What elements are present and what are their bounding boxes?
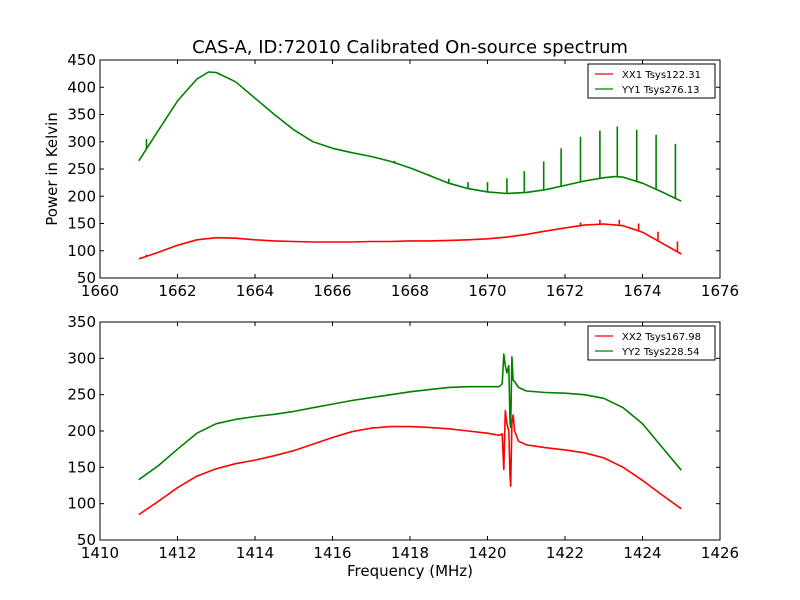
bottom-plot-ticks: 1410 1412 1414 1416 1418 1420 1422 1424 1426 50 10… <box>67 313 739 562</box>
top-x-tick-label: 1662 <box>158 282 196 300</box>
top-subplot: 1660 1662 1664 1666 1668 1670 1672 1674 1676 50 10… <box>43 51 739 300</box>
top-plot-ticks: 1660 1662 1664 1666 1668 1670 1672 1674 1676 50 10… <box>67 51 739 300</box>
chart-title: CAS-A, ID:72010 Calibrated On-source spe… <box>192 37 628 58</box>
top-y-tick-label: 300 <box>67 133 96 151</box>
top-x-tick-label: 1668 <box>391 282 429 300</box>
top-y-tick-label: 50 <box>77 269 96 287</box>
bottom-x-tick-label: 1416 <box>313 544 351 562</box>
top-y-tick-label: 250 <box>67 160 96 178</box>
bottom-x-axis-label: Frequency (MHz) <box>347 562 473 580</box>
bottom-legend-label-yy2: YY2 Tsys228.54 <box>621 347 700 358</box>
bottom-x-tick-label: 1420 <box>468 544 506 562</box>
top-x-tick-label: 1676 <box>701 282 739 300</box>
top-x-tick-label: 1660 <box>81 282 119 300</box>
top-x-tick-label: 1664 <box>236 282 274 300</box>
bottom-y-tick-label: 300 <box>67 349 96 367</box>
top-plot-lines <box>138 71 682 260</box>
top-series-yy1-line <box>138 71 682 202</box>
bottom-x-tick-label: 1418 <box>391 544 429 562</box>
bottom-x-tick-label: 1410 <box>81 544 119 562</box>
bottom-legend-box <box>587 325 716 361</box>
top-y-tick-label: 100 <box>67 242 96 260</box>
bottom-legend-label-xx2: XX2 Tsys167.98 <box>622 332 701 343</box>
top-series-xx1-line <box>138 223 682 260</box>
top-x-tick-label: 1674 <box>623 282 661 300</box>
top-legend-label-xx1: XX1 Tsys122.31 <box>622 70 701 81</box>
bottom-x-tick-label: 1412 <box>158 544 196 562</box>
bottom-legend: XX2 Tsys167.98 YY2 Tsys228.54 <box>587 325 716 361</box>
bottom-y-tick-label: 200 <box>67 422 96 440</box>
top-y-tick-label: 150 <box>67 215 96 233</box>
bottom-x-tick-label: 1424 <box>623 544 661 562</box>
bottom-subplot: 1410 1412 1414 1416 1418 1420 1422 1424 1426 50 10… <box>67 313 739 580</box>
bottom-plot-lines <box>138 353 682 516</box>
top-legend-box <box>587 63 716 99</box>
top-y-tick-label: 200 <box>67 187 96 205</box>
bottom-x-tick-label: 1422 <box>546 544 584 562</box>
top-legend: XX1 Tsys122.31 YY1 Tsys276.13 <box>587 63 716 99</box>
top-y-tick-label: 450 <box>67 51 96 69</box>
top-y-tick-label: 400 <box>67 78 96 96</box>
top-x-tick-label: 1666 <box>313 282 351 300</box>
top-x-tick-label: 1672 <box>546 282 584 300</box>
bottom-y-tick-label: 100 <box>67 495 96 513</box>
bottom-series-xx2-line <box>138 409 682 516</box>
top-x-tick-label: 1670 <box>468 282 506 300</box>
bottom-x-tick-label: 1426 <box>701 544 739 562</box>
bottom-y-tick-label: 150 <box>67 458 96 476</box>
top-legend-label-yy1: YY1 Tsys276.13 <box>621 85 700 96</box>
bottom-series-yy2-line <box>138 353 682 481</box>
bottom-x-tick-label: 1414 <box>236 544 274 562</box>
top-y-axis-label: Power in Kelvin <box>43 112 61 226</box>
bottom-y-tick-label: 350 <box>67 313 96 331</box>
bottom-y-tick-label: 50 <box>77 531 96 549</box>
bottom-y-tick-label: 250 <box>67 386 96 404</box>
top-y-tick-label: 350 <box>67 106 96 124</box>
